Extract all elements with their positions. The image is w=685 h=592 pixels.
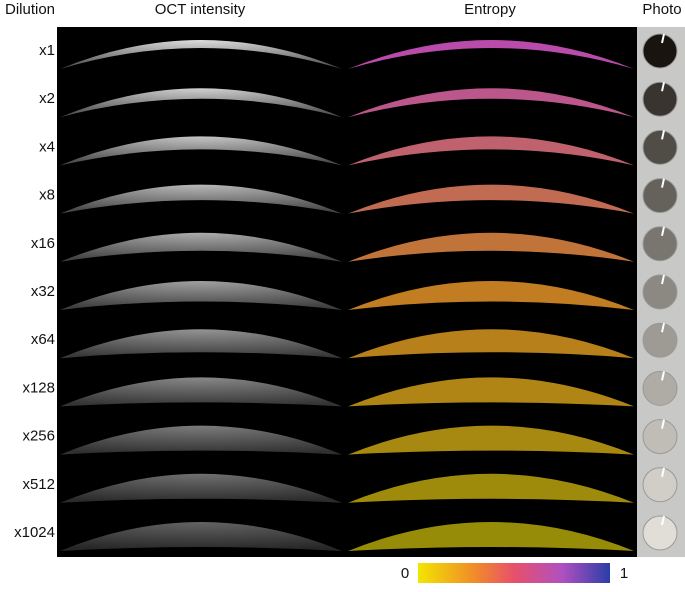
oct-lens (60, 40, 342, 69)
photo-glint (661, 33, 665, 44)
row-label: x512 (22, 476, 55, 493)
photo-sample (642, 322, 678, 358)
photo-sample (642, 81, 678, 117)
entropy-lens (348, 136, 634, 166)
colorbar-tick-label: 1 (620, 565, 628, 582)
row-label: x64 (31, 331, 55, 348)
row-label: x1 (39, 42, 55, 59)
entropy-lens (348, 232, 634, 262)
row-label: x2 (39, 90, 55, 107)
photo-glint (661, 419, 665, 429)
photo-sample (642, 419, 678, 455)
entropy-lens (348, 329, 634, 359)
oct-lens (60, 522, 342, 551)
row-label: x256 (22, 428, 55, 445)
entropy-lens (348, 40, 634, 69)
photo-glint (661, 467, 665, 478)
photo-glint (661, 371, 665, 381)
photo-sample (642, 370, 678, 406)
photo-glint (661, 322, 665, 333)
oct-lens (60, 184, 342, 214)
colorbar-tick-label: 0 (401, 565, 409, 582)
photo-sample (642, 515, 678, 551)
entropy-lens (348, 473, 634, 503)
oct-lens (60, 425, 342, 455)
photo-sample (642, 33, 678, 69)
photo-glint (661, 178, 665, 188)
row-label: x8 (39, 187, 55, 204)
header: Dilution (5, 1, 55, 18)
photo-sample (642, 178, 678, 214)
entropy-lens (348, 377, 634, 407)
oct-lens (60, 473, 342, 503)
header: Photo (642, 1, 681, 18)
oct-lens (60, 88, 342, 118)
entropy-lens (348, 425, 634, 455)
entropy-lens (348, 522, 634, 551)
photo-glint (661, 130, 665, 140)
oct-lens (60, 281, 342, 310)
row-label: x128 (22, 379, 55, 396)
entropy-lens (348, 281, 634, 310)
row-label: x32 (31, 283, 55, 300)
oct-lens (60, 377, 342, 407)
photo-sample (642, 129, 678, 165)
photo-sample (642, 274, 678, 310)
oct-lens (60, 136, 342, 166)
photo-glint (661, 515, 665, 526)
oct-lens (60, 329, 342, 359)
entropy-lens (348, 184, 634, 214)
header: Entropy (464, 1, 516, 18)
photo-glint (661, 226, 665, 237)
photo-glint (661, 81, 665, 92)
row-label: x4 (39, 138, 55, 155)
photo-sample (642, 467, 678, 503)
photo-sample (642, 226, 678, 262)
photo-glint (661, 274, 665, 285)
colorbar (418, 563, 610, 583)
row-label: x1024 (14, 524, 55, 541)
oct-lens (60, 232, 342, 262)
header: OCT intensity (155, 1, 246, 18)
row-label: x16 (31, 235, 55, 252)
entropy-lens (348, 88, 634, 118)
